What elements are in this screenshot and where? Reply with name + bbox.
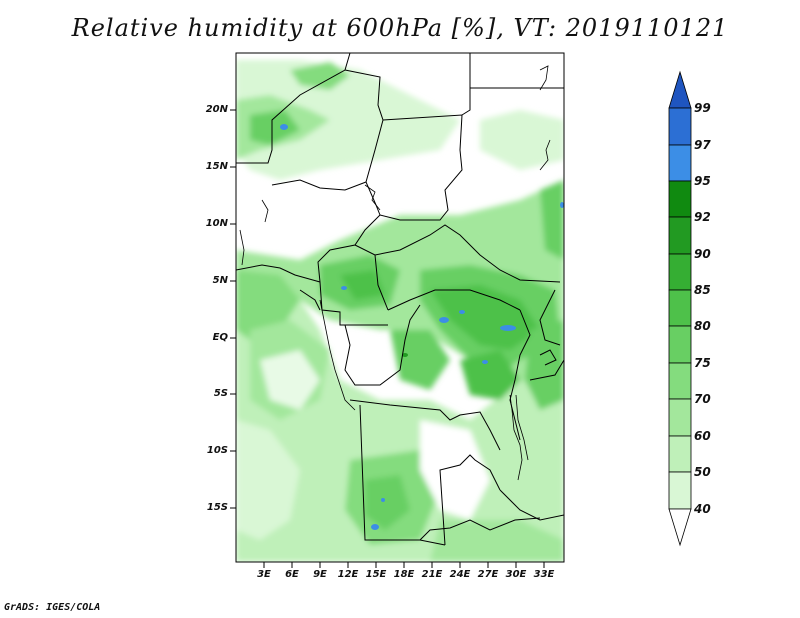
map-frame: [235, 52, 565, 563]
colorbar-label: 85: [694, 283, 711, 297]
lat-label: 5N: [212, 275, 228, 286]
lat-label: EQ: [212, 332, 228, 343]
lon-label: 15E: [365, 569, 387, 580]
colorbar-label: 90: [694, 247, 711, 261]
colorbar-label: 80: [694, 319, 711, 333]
lat-label: 10S: [206, 445, 228, 456]
colorbar-label: 97: [694, 138, 711, 152]
lat-label: 15N: [205, 161, 228, 172]
colorbar-bottom-arrow: [668, 508, 692, 547]
colorbar-label: 95: [694, 174, 711, 188]
lon-label: 3E: [257, 569, 271, 580]
map-title: Relative humidity at 600hPa [%], VT: 201…: [71, 14, 729, 42]
colorbar-label: 60: [694, 429, 711, 443]
colorbar-label: 92: [694, 210, 711, 224]
lon-label: 6E: [285, 569, 299, 580]
axis-ticks: [230, 109, 545, 568]
lon-label: 30E: [505, 569, 527, 580]
colorbar-label: 99: [694, 101, 711, 115]
colorbar-label: 70: [694, 392, 711, 406]
lon-label: 33E: [533, 569, 555, 580]
lon-label: 21E: [421, 569, 443, 580]
colorbar-label: 40: [694, 502, 711, 516]
grads-credit: GrADS: IGES/COLA: [4, 602, 101, 613]
lat-label: 10N: [205, 218, 228, 229]
lat-label: 15S: [206, 502, 228, 513]
lon-label: 18E: [393, 569, 415, 580]
lat-label: 5S: [213, 388, 228, 399]
country-borders: [236, 53, 564, 546]
lon-label: 27E: [477, 569, 499, 580]
humidity-field: [236, 53, 564, 562]
colorbar: [668, 70, 692, 547]
lon-label: 24E: [449, 569, 471, 580]
high-humidity-patches: [280, 124, 564, 530]
colorbar-label: 50: [694, 465, 711, 479]
lat-label: 20N: [205, 104, 228, 115]
lon-label: 9E: [313, 569, 327, 580]
colorbar-label: 75: [694, 356, 711, 370]
coastline: [239, 65, 551, 481]
lon-label: 12E: [337, 569, 359, 580]
colorbar-top-arrow: [668, 70, 692, 109]
